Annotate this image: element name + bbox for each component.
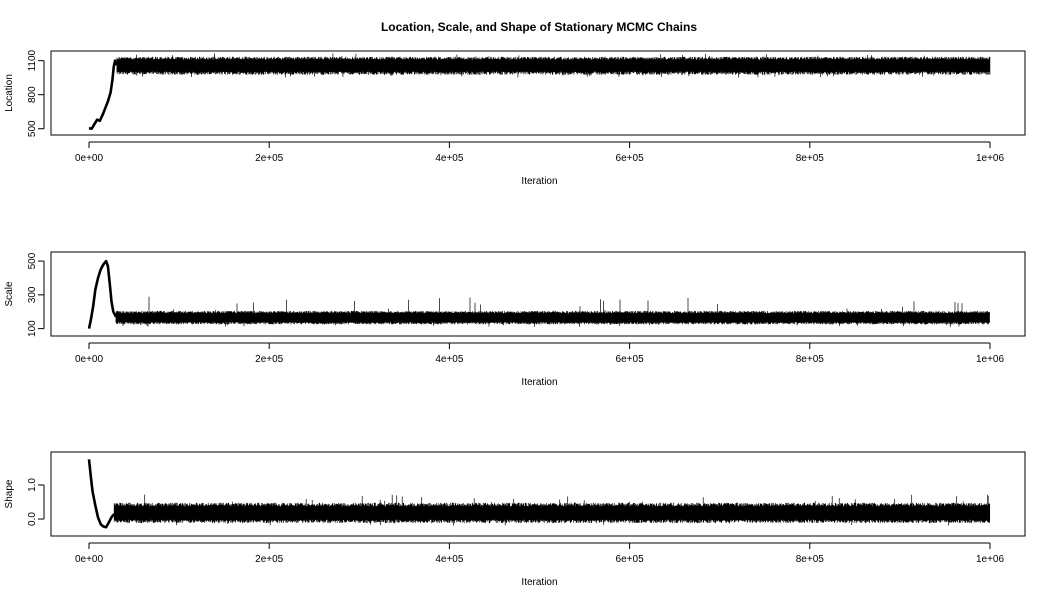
y-axis-label: Scale [4, 281, 15, 306]
y-tick-label: 300 [27, 286, 38, 303]
y-tick-label: 1.0 [27, 478, 38, 492]
x-tick-label: 1e+06 [976, 354, 1005, 365]
series-stationary-trace [113, 494, 991, 526]
x-tick-label: 1e+06 [976, 153, 1005, 164]
x-axis-label: Iteration [521, 176, 557, 187]
x-tick-label: 4e+05 [435, 354, 464, 365]
plot-frame [50, 251, 1026, 337]
y-tick-label: 1100 [27, 49, 38, 71]
x-tick-label: 8e+05 [796, 153, 825, 164]
x-tick-label: 2e+05 [255, 354, 284, 365]
y-axis-label: Location [4, 74, 15, 112]
plot-frame [50, 50, 1026, 136]
x-tick-label: 0e+00 [75, 153, 104, 164]
x-tick-label: 6e+05 [616, 354, 645, 365]
x-tick-label: 0e+00 [75, 354, 104, 365]
y-tick-label: 800 [27, 86, 38, 103]
panel-shape: 0e+00 2e+05 4e+05 6e+05 8e+05 1e+06 Iteration 0… [4, 451, 1026, 588]
x-tick-label: 4e+05 [435, 554, 464, 565]
x-tick-label: 8e+05 [796, 554, 825, 565]
series-burn-in-line [88, 59, 119, 130]
y-tick-label: 100 [27, 320, 38, 337]
figure-title: Location, Scale, and Shape of Stationary… [381, 20, 697, 34]
x-axis-label: Iteration [521, 377, 557, 388]
x-tick-label: 8e+05 [796, 354, 825, 365]
x-tick-label: 6e+05 [616, 554, 645, 565]
panel-location: 0e+00 2e+05 4e+05 6e+05 8e+05 1e+06 Iteration 5… [4, 49, 1026, 187]
x-tick-label: 0e+00 [75, 554, 104, 565]
plot-frame [50, 451, 1026, 537]
y-tick-label: 500 [27, 120, 38, 137]
x-tick-label: 4e+05 [435, 153, 464, 164]
panel-scale: 0e+00 2e+05 4e+05 6e+05 8e+05 1e+06 Iteration 1… [4, 251, 1026, 388]
y-axis-label: Shape [4, 479, 15, 508]
x-tick-label: 6e+05 [616, 153, 645, 164]
x-tick-label: 2e+05 [255, 153, 284, 164]
x-axis-label: Iteration [521, 577, 557, 588]
series-stationary-trace [116, 53, 991, 78]
x-tick-label: 2e+05 [255, 554, 284, 565]
series-burn-in-line [87, 459, 116, 529]
x-tick-label: 1e+06 [976, 554, 1005, 565]
series-stationary-trace [115, 296, 990, 327]
series-burn-in-line [87, 259, 118, 329]
y-tick-label: 500 [27, 252, 38, 269]
y-tick-label: 0.0 [27, 512, 38, 526]
